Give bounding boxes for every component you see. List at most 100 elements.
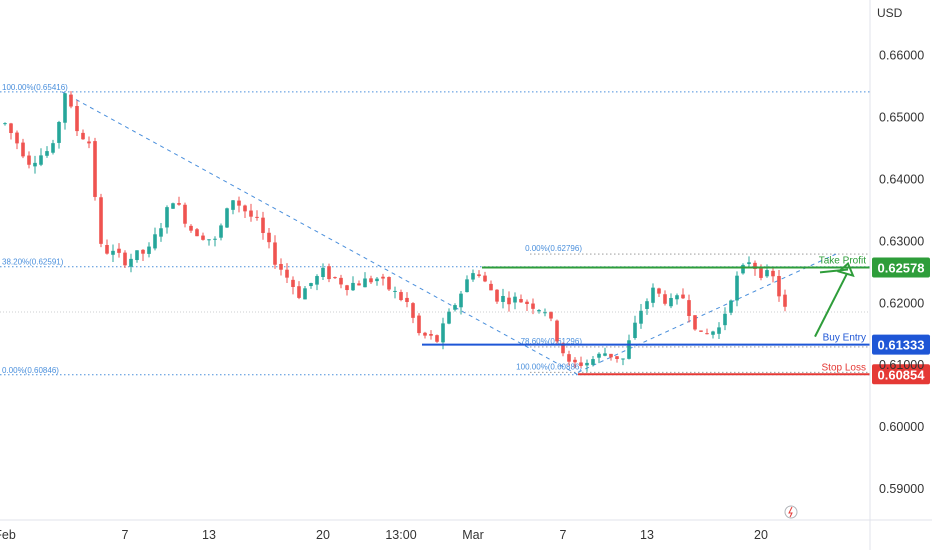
candle-body xyxy=(543,312,547,314)
time-axis[interactable]: Feb 7 13 20 13:00 Mar 7 13 20 xyxy=(0,528,768,542)
y-tick-label: 0.65000 xyxy=(879,111,924,125)
candle-body xyxy=(675,295,679,300)
candle-body xyxy=(375,278,379,282)
candle-body xyxy=(567,354,571,362)
candle-body xyxy=(315,276,319,285)
buy-entry-label: Buy Entry xyxy=(823,333,866,344)
candle-body xyxy=(369,278,373,283)
candle-body xyxy=(717,327,721,334)
candle-body xyxy=(219,225,223,238)
candle-body xyxy=(465,279,469,293)
candle-body xyxy=(483,275,487,282)
candle-body xyxy=(267,232,271,243)
x-tick-label: 20 xyxy=(754,528,768,542)
candle-body xyxy=(111,250,115,255)
candle-body xyxy=(639,310,643,324)
candle-body xyxy=(555,320,559,342)
stop-loss-label: Stop Loss xyxy=(822,362,866,373)
candle-body xyxy=(183,204,187,224)
buy-entry-price-tag-text: 0.61333 xyxy=(878,338,925,353)
candle-body xyxy=(663,294,667,304)
candle-body xyxy=(51,143,55,153)
lightning-icon-ring xyxy=(784,505,798,519)
candle-body xyxy=(249,210,253,217)
candle-body xyxy=(99,197,103,244)
candle-body xyxy=(357,283,361,286)
candle-body xyxy=(87,141,91,144)
candle-body xyxy=(711,331,715,335)
fib-bottom-level-label: 0.00%(0.62796) xyxy=(525,244,582,253)
profit-arrow-head xyxy=(819,268,849,274)
take-profit-price-tag xyxy=(872,257,930,278)
candle-body xyxy=(585,362,589,366)
candle-body xyxy=(129,258,133,267)
candle-body xyxy=(243,205,247,212)
y-tick-label: 0.60000 xyxy=(879,420,924,434)
candle-body xyxy=(729,300,733,313)
candle-body xyxy=(333,277,337,279)
candle-body xyxy=(783,294,787,307)
candle-body xyxy=(33,162,37,167)
candle-body xyxy=(741,264,745,274)
candle-body xyxy=(603,353,607,356)
candle-body xyxy=(21,142,25,157)
candle-body xyxy=(57,121,61,143)
candle-body xyxy=(171,203,175,209)
trade-levels: Take Profit 0.62578 Buy Entry 0.61333 Stop L… xyxy=(422,256,930,519)
candle-body xyxy=(339,277,343,285)
fib-bottom-level-label: 100.00%(0.60886) xyxy=(516,362,582,371)
fib-top-level-label: 38.20%(0.62591) xyxy=(2,258,64,267)
lightning-icon-bolt xyxy=(788,506,793,518)
candle-body xyxy=(273,242,277,265)
candle-body xyxy=(387,277,391,290)
candle-body xyxy=(747,262,751,265)
candle-body xyxy=(393,290,397,292)
candle-body xyxy=(651,287,655,303)
candle-body xyxy=(417,315,421,334)
candle-body xyxy=(765,270,769,277)
fib-top-level-label: 0.00%(0.60846) xyxy=(2,366,59,375)
candle-body xyxy=(75,106,79,132)
candle-body xyxy=(495,289,499,302)
candle-body xyxy=(579,362,583,366)
x-tick-label: 7 xyxy=(560,528,567,542)
candle-body xyxy=(309,283,313,287)
fib-top-level-label: 100.00%(0.65416) xyxy=(2,83,68,92)
candle-body xyxy=(519,299,523,303)
lightning-icon xyxy=(784,505,798,519)
stop-loss-price-tag xyxy=(872,364,930,385)
candle-body xyxy=(39,155,43,165)
candle-body xyxy=(549,312,553,319)
candle-body xyxy=(213,238,217,240)
candle-body xyxy=(189,225,193,231)
candle-body xyxy=(669,298,673,307)
candle-body xyxy=(645,301,649,309)
candle-body xyxy=(411,303,415,318)
buy-entry-price-tag xyxy=(872,334,930,355)
candle-body xyxy=(81,132,85,140)
candle-body xyxy=(471,273,475,280)
profit-arrow-tip xyxy=(836,261,855,278)
candle-body xyxy=(441,323,445,343)
candle-body xyxy=(621,358,625,360)
candle-body xyxy=(15,132,19,144)
candle-body xyxy=(771,270,775,277)
fibonacci-retracements: 100.00%(0.65416) 38.20%(0.62591) 0.00%(0.6… xyxy=(0,83,870,376)
candle-body xyxy=(723,313,727,326)
candle-body xyxy=(561,343,565,354)
candle-body xyxy=(501,296,505,302)
x-tick-label: 20 xyxy=(316,528,330,542)
candle-body xyxy=(135,250,139,261)
candle-body xyxy=(591,359,595,365)
fib-bottom-level-label: 78.60%(0.61296) xyxy=(521,337,583,346)
x-tick-label: Feb xyxy=(0,528,16,542)
candle-body xyxy=(597,353,601,358)
x-tick-label: 13 xyxy=(202,528,216,542)
candle-body xyxy=(657,288,661,294)
fib-bottom-trendline xyxy=(577,253,837,373)
stop-loss-price-tag-text: 0.60854 xyxy=(878,367,926,382)
candle-body xyxy=(327,266,331,280)
